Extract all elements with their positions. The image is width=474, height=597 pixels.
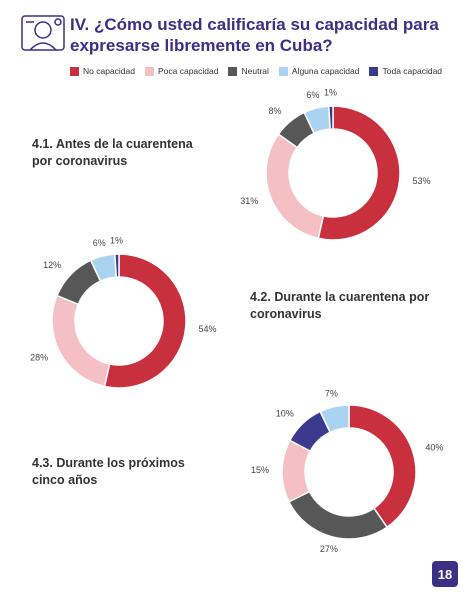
legend: No capacidad Poca capacidad Neutral Alguna … (70, 66, 442, 76)
legend-label: No capacidad (83, 66, 135, 76)
legend-swatch (369, 66, 379, 76)
data-label: 6% (306, 90, 319, 100)
legend-swatch (144, 66, 154, 76)
legend-swatch (70, 66, 79, 76)
data-label: 10% (276, 408, 294, 418)
data-label: 40% (425, 443, 443, 453)
chart-title: 4.3. Durante los próximos cinco años (32, 456, 185, 487)
donut-slice (319, 404, 350, 434)
data-label: 1% (324, 87, 337, 97)
data-label: 54% (199, 324, 217, 334)
legend-item: Toda capacidad (369, 66, 442, 76)
legend-item: No capacidad (70, 66, 135, 76)
data-label: 12% (43, 260, 61, 270)
data-label: 28% (30, 352, 48, 362)
legend-swatch (228, 66, 238, 76)
data-label: 15% (251, 465, 269, 475)
donut-slice (103, 253, 187, 389)
legend-swatch (278, 66, 288, 76)
donut-slice (327, 105, 334, 130)
chart-title: 4.2. Durante la cuarentena por coronavir… (250, 290, 430, 321)
data-label: 1% (110, 235, 123, 245)
data-label: 8% (269, 106, 282, 116)
data-label: 6% (93, 238, 106, 248)
data-label: 7% (325, 388, 338, 398)
legend-item: Alguna capacidad (278, 66, 360, 76)
donut-slice (287, 490, 389, 540)
legend-label: Toda capacidad (382, 66, 443, 76)
donut-slice (265, 133, 325, 240)
legend-item: Neutral (228, 66, 269, 76)
legend-item: Poca capacidad (144, 66, 219, 76)
legend-label: Poca capacidad (157, 66, 219, 76)
legend-label: Neutral (241, 66, 269, 76)
data-label: 53% (413, 176, 431, 186)
chart-title: 4.1. Antes de la cuarentena por coronavi… (32, 137, 193, 168)
donut-slice (348, 404, 417, 529)
header-icon (21, 15, 65, 51)
donut-slice (317, 105, 401, 241)
donut-slice (114, 253, 120, 278)
legend-label: Alguna capacidad (291, 66, 360, 76)
donut-slice (51, 294, 111, 388)
page-title: IV. ¿Cómo usted calificaría su capacidad… (70, 15, 439, 55)
data-label: 31% (240, 196, 258, 206)
page-number: 18 (432, 561, 458, 587)
data-label: 27% (320, 544, 338, 554)
